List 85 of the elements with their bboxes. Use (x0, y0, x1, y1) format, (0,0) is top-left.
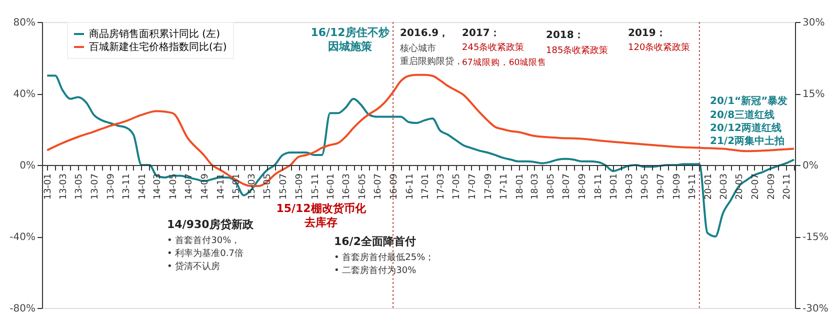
y2-tick-label: 30% (802, 18, 825, 28)
x-tick-label: 13-09 (106, 173, 116, 200)
annotation: • 贷清不认房 (167, 261, 220, 272)
annotation: 2017： (462, 28, 500, 39)
annotation: 21/2两集中土拍 (710, 135, 785, 147)
x-tick-label: 17-03 (436, 174, 446, 200)
legend-label: 商品房销售面积累计同比 (左) (89, 28, 220, 40)
annotation: 去库存 (304, 216, 338, 229)
annotation: 核心城市 (399, 43, 436, 54)
annotation: 2016.9， (400, 28, 449, 39)
annotation: • 利率为基准0.7倍 (167, 248, 244, 259)
x-tick-label: 17-11 (500, 174, 510, 200)
x-tick-label: 13-05 (74, 174, 85, 200)
y2-tick-label: -15% (802, 232, 828, 243)
x-tick-label: 19-05 (640, 174, 651, 200)
x-tick-label: 18-01 (515, 174, 526, 200)
x-tick-label: 13-07 (90, 174, 100, 200)
x-tick-label: 14-01 (138, 174, 148, 200)
x-tick-label: 19-09 (672, 173, 682, 200)
annotation: 20/12两道红线 (710, 122, 782, 134)
legend-label: 百城新建住宅价格指数同比(右) (89, 41, 227, 53)
x-tick-label: 15-05 (263, 174, 274, 200)
annotation: 16/12房住不炒 (310, 26, 390, 39)
x-tick-label: 18-11 (594, 174, 604, 200)
x-tick-label: 17-09 (484, 173, 494, 200)
x-tick-label: 13-11 (122, 174, 132, 200)
x-tick-label: 15-09 (295, 173, 306, 200)
annotation: 120条收紧政策 (628, 42, 690, 53)
annotation: 2019： (628, 28, 666, 39)
x-tick-label: 16-03 (342, 174, 352, 200)
y-tick-label: 40% (13, 89, 36, 100)
x-tick-label: 20-05 (735, 174, 746, 200)
x-tick-label: 18-09 (578, 173, 588, 200)
x-tick-label: 14-07 (184, 174, 195, 200)
x-tick-label: 20-03 (719, 174, 730, 200)
x-tick-label: 13-01 (44, 174, 54, 200)
annotation: 重启限购限贷， (400, 56, 463, 67)
x-tick-label: 14-05 (168, 174, 179, 200)
x-tick-label: 13-03 (58, 174, 69, 200)
x-tick-label: 20-09 (766, 173, 777, 200)
x-tick-label: 14-03 (153, 174, 164, 200)
x-tick-label: 20-11 (782, 174, 793, 200)
x-tick-label: 14-09 (200, 173, 211, 200)
x-tick-label: 14-11 (216, 174, 226, 200)
x-tick-label: 17-05 (452, 174, 462, 200)
x-tick-label: 18-03 (530, 174, 541, 200)
x-tick-label: 16-01 (326, 174, 337, 200)
x-tick-label: 18-05 (546, 174, 556, 200)
x-tick-label: 15-03 (247, 174, 258, 200)
x-tick-label: 15-07 (278, 174, 289, 200)
x-tick-label: 18-07 (562, 174, 572, 200)
x-tick-label: 16-05 (358, 174, 368, 200)
annotation: 2018： (546, 30, 584, 41)
y-tick-label: 80% (13, 18, 36, 28)
y-tick-label: -80% (10, 304, 36, 314)
annotation: 245条收紧政策 (462, 42, 524, 53)
annotation: 20/1“新冠”暴发 (710, 95, 788, 107)
y-tick-label: 0% (20, 160, 36, 172)
x-tick-label: 19-01 (610, 174, 620, 200)
annotation: 15/12棚改货币化 (276, 202, 367, 215)
x-tick-label: 16-07 (374, 174, 384, 200)
annotation: 因城施策 (328, 40, 373, 53)
annotation: • 首套首付30%， (167, 235, 240, 246)
x-tick-label: 15-11 (310, 174, 321, 200)
y-tick-label: -40% (10, 232, 36, 243)
annotation: 185条收紧政策 (546, 45, 608, 56)
annotation: 67城限购，60城限售 (462, 57, 547, 68)
x-tick-label: 19-07 (656, 174, 666, 200)
annotation: • 二套房首付为30% (334, 265, 417, 276)
x-tick-label: 16-09 (390, 173, 400, 200)
x-tick-label: 16-11 (405, 174, 416, 200)
x-tick-label: 17-07 (468, 174, 478, 200)
x-tick-label: 19-11 (688, 174, 698, 200)
x-tick-label: 20-01 (704, 174, 714, 200)
x-tick-label: 19-03 (624, 174, 635, 200)
annotation: 20/8三道红线 (710, 109, 775, 121)
y2-tick-label: 15% (802, 89, 825, 100)
annotation: 16/2全面降首付 (334, 235, 416, 248)
x-tick-label: 15-01 (232, 174, 242, 200)
x-tick-label: 17-01 (421, 174, 432, 200)
y2-tick-label: 0% (802, 160, 818, 172)
x-tick-label: 20-07 (750, 174, 761, 200)
y2-tick-label: -30% (802, 304, 828, 314)
annotation: • 首套房首付最低25%； (334, 252, 434, 263)
annotation: 14/930房贷新政 (167, 218, 254, 231)
